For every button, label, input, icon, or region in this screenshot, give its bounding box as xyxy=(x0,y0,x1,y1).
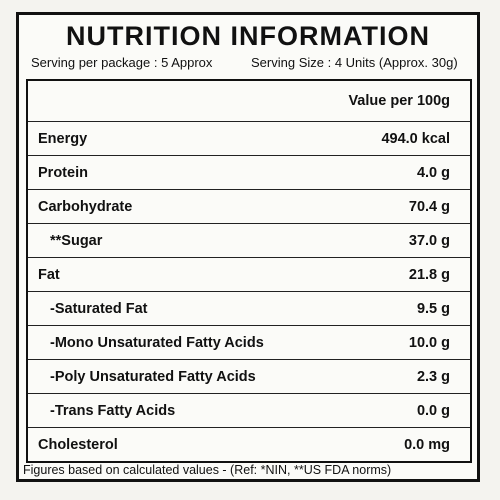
nutrient-value: 21.8 g xyxy=(408,266,450,283)
table-row: Energy 494.0 kcal xyxy=(28,121,470,155)
nutrient-name: -Saturated Fat xyxy=(50,300,148,317)
nutrient-name: -Trans Fatty Acids xyxy=(50,402,176,419)
header-row: Value per 100g xyxy=(28,81,470,121)
table-row: -Trans Fatty Acids 0.0 g xyxy=(28,393,470,427)
nutrient-value: 494.0 kcal xyxy=(381,130,450,147)
nutrient-value: 9.5 g xyxy=(416,300,450,317)
title: NUTRITION INFORMATION xyxy=(66,21,430,51)
nutrient-name: -Poly Unsaturated Fatty Acids xyxy=(50,368,256,385)
table-row: -Mono Unsaturated Fatty Acids 10.0 g xyxy=(28,325,470,359)
nutrient-name: Energy xyxy=(38,130,88,147)
nutrient-value: 37.0 g xyxy=(408,232,450,249)
table-row: **Sugar 37.0 g xyxy=(28,223,470,257)
nutrient-value: 4.0 g xyxy=(416,164,450,181)
nutrient-value: 0.0 g xyxy=(416,402,450,419)
nutrient-name: Fat xyxy=(38,266,60,283)
table-row: Fat 21.8 g xyxy=(28,257,470,291)
footer: Figures based on calculated values - (Re… xyxy=(23,463,392,477)
table-row: -Saturated Fat 9.5 g xyxy=(28,291,470,325)
nutrient-value: 70.4 g xyxy=(408,198,450,215)
nutrient-value: 2.3 g xyxy=(416,368,450,385)
nutrition-table: Value per 100g Energy 494.0 kcal Protein 4.… xyxy=(26,79,472,463)
nutrient-name: -Mono Unsaturated Fatty Acids xyxy=(50,334,264,351)
nutrient-name: Carbohydrate xyxy=(38,198,133,215)
serving-size: Serving Size : 4 Units (Approx. 30g) xyxy=(251,55,458,70)
table-row: Protein 4.0 g xyxy=(28,155,470,189)
column-header: Value per 100g xyxy=(348,93,450,109)
nutrient-name: **Sugar xyxy=(50,232,103,249)
table-row: Cholesterol 0.0 mg xyxy=(28,427,470,461)
nutrient-value: 10.0 g xyxy=(408,334,450,351)
nutrient-name: Protein xyxy=(38,164,88,181)
label-frame: NUTRITION INFORMATION Serving per packag… xyxy=(16,12,480,482)
table-row: -Poly Unsaturated Fatty Acids 2.3 g xyxy=(28,359,470,393)
serving-per-package: Serving per package : 5 Approx xyxy=(31,55,213,70)
table-row: Carbohydrate 70.4 g xyxy=(28,189,470,223)
nutrient-name: Cholesterol xyxy=(38,436,118,453)
nutrient-value: 0.0 mg xyxy=(404,436,450,453)
